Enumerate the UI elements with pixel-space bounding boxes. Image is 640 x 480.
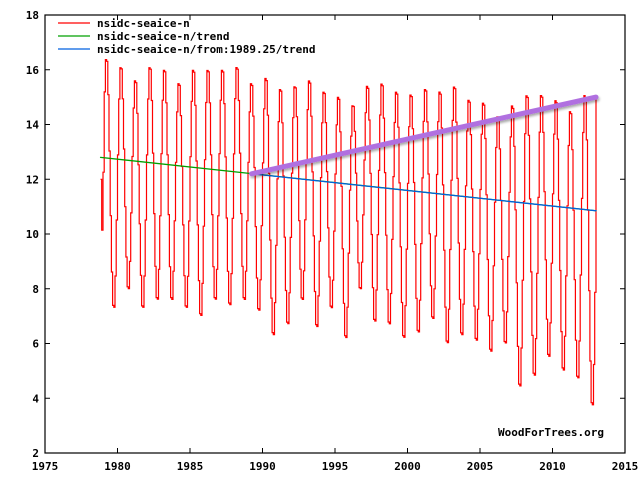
highlight-trend-line	[249, 94, 599, 177]
x-tick-label: 1985	[177, 460, 204, 473]
series-line-nsidc-seaice-n	[100, 59, 597, 406]
x-tick-label: 2015	[612, 460, 639, 473]
y-tick-label: 18	[26, 9, 39, 22]
series-line-nsidc-seaice-n-from-1989-25-trend	[250, 173, 597, 212]
x-tick-label: 1995	[322, 460, 349, 473]
y-tick-label: 16	[26, 64, 40, 77]
y-tick-label: 8	[32, 283, 39, 296]
series-layer	[99, 59, 599, 406]
y-tick-label: 4	[32, 392, 39, 405]
credit-label: WoodForTrees.org	[498, 426, 604, 439]
legend: nsidc-seaice-nnsidc-seaice-n/trendnsidc-…	[58, 17, 316, 56]
axes: 1975 1980 1985 1990 1995 2000 2005 2010 2015 2 4 6 8…	[26, 9, 639, 473]
x-tick-label: 1990	[249, 460, 276, 473]
y-tick-label: 12	[26, 173, 39, 186]
y-tick-label: 10	[26, 228, 39, 241]
y-tick-label: 14	[26, 119, 40, 132]
x-tick-label: 1980	[104, 460, 131, 473]
x-tick-label: 2005	[467, 460, 494, 473]
x-tick-label: 2000	[394, 460, 421, 473]
x-tick-label: 2010	[539, 460, 566, 473]
y-tick-label: 2	[32, 447, 39, 460]
legend-label: nsidc-seaice-n	[97, 17, 190, 30]
legend-label: nsidc-seaice-n/from:1989.25/trend	[97, 43, 316, 56]
y-tick-label: 6	[32, 338, 39, 351]
legend-label: nsidc-seaice-n/trend	[97, 30, 229, 43]
x-tick-label: 1975	[32, 460, 59, 473]
